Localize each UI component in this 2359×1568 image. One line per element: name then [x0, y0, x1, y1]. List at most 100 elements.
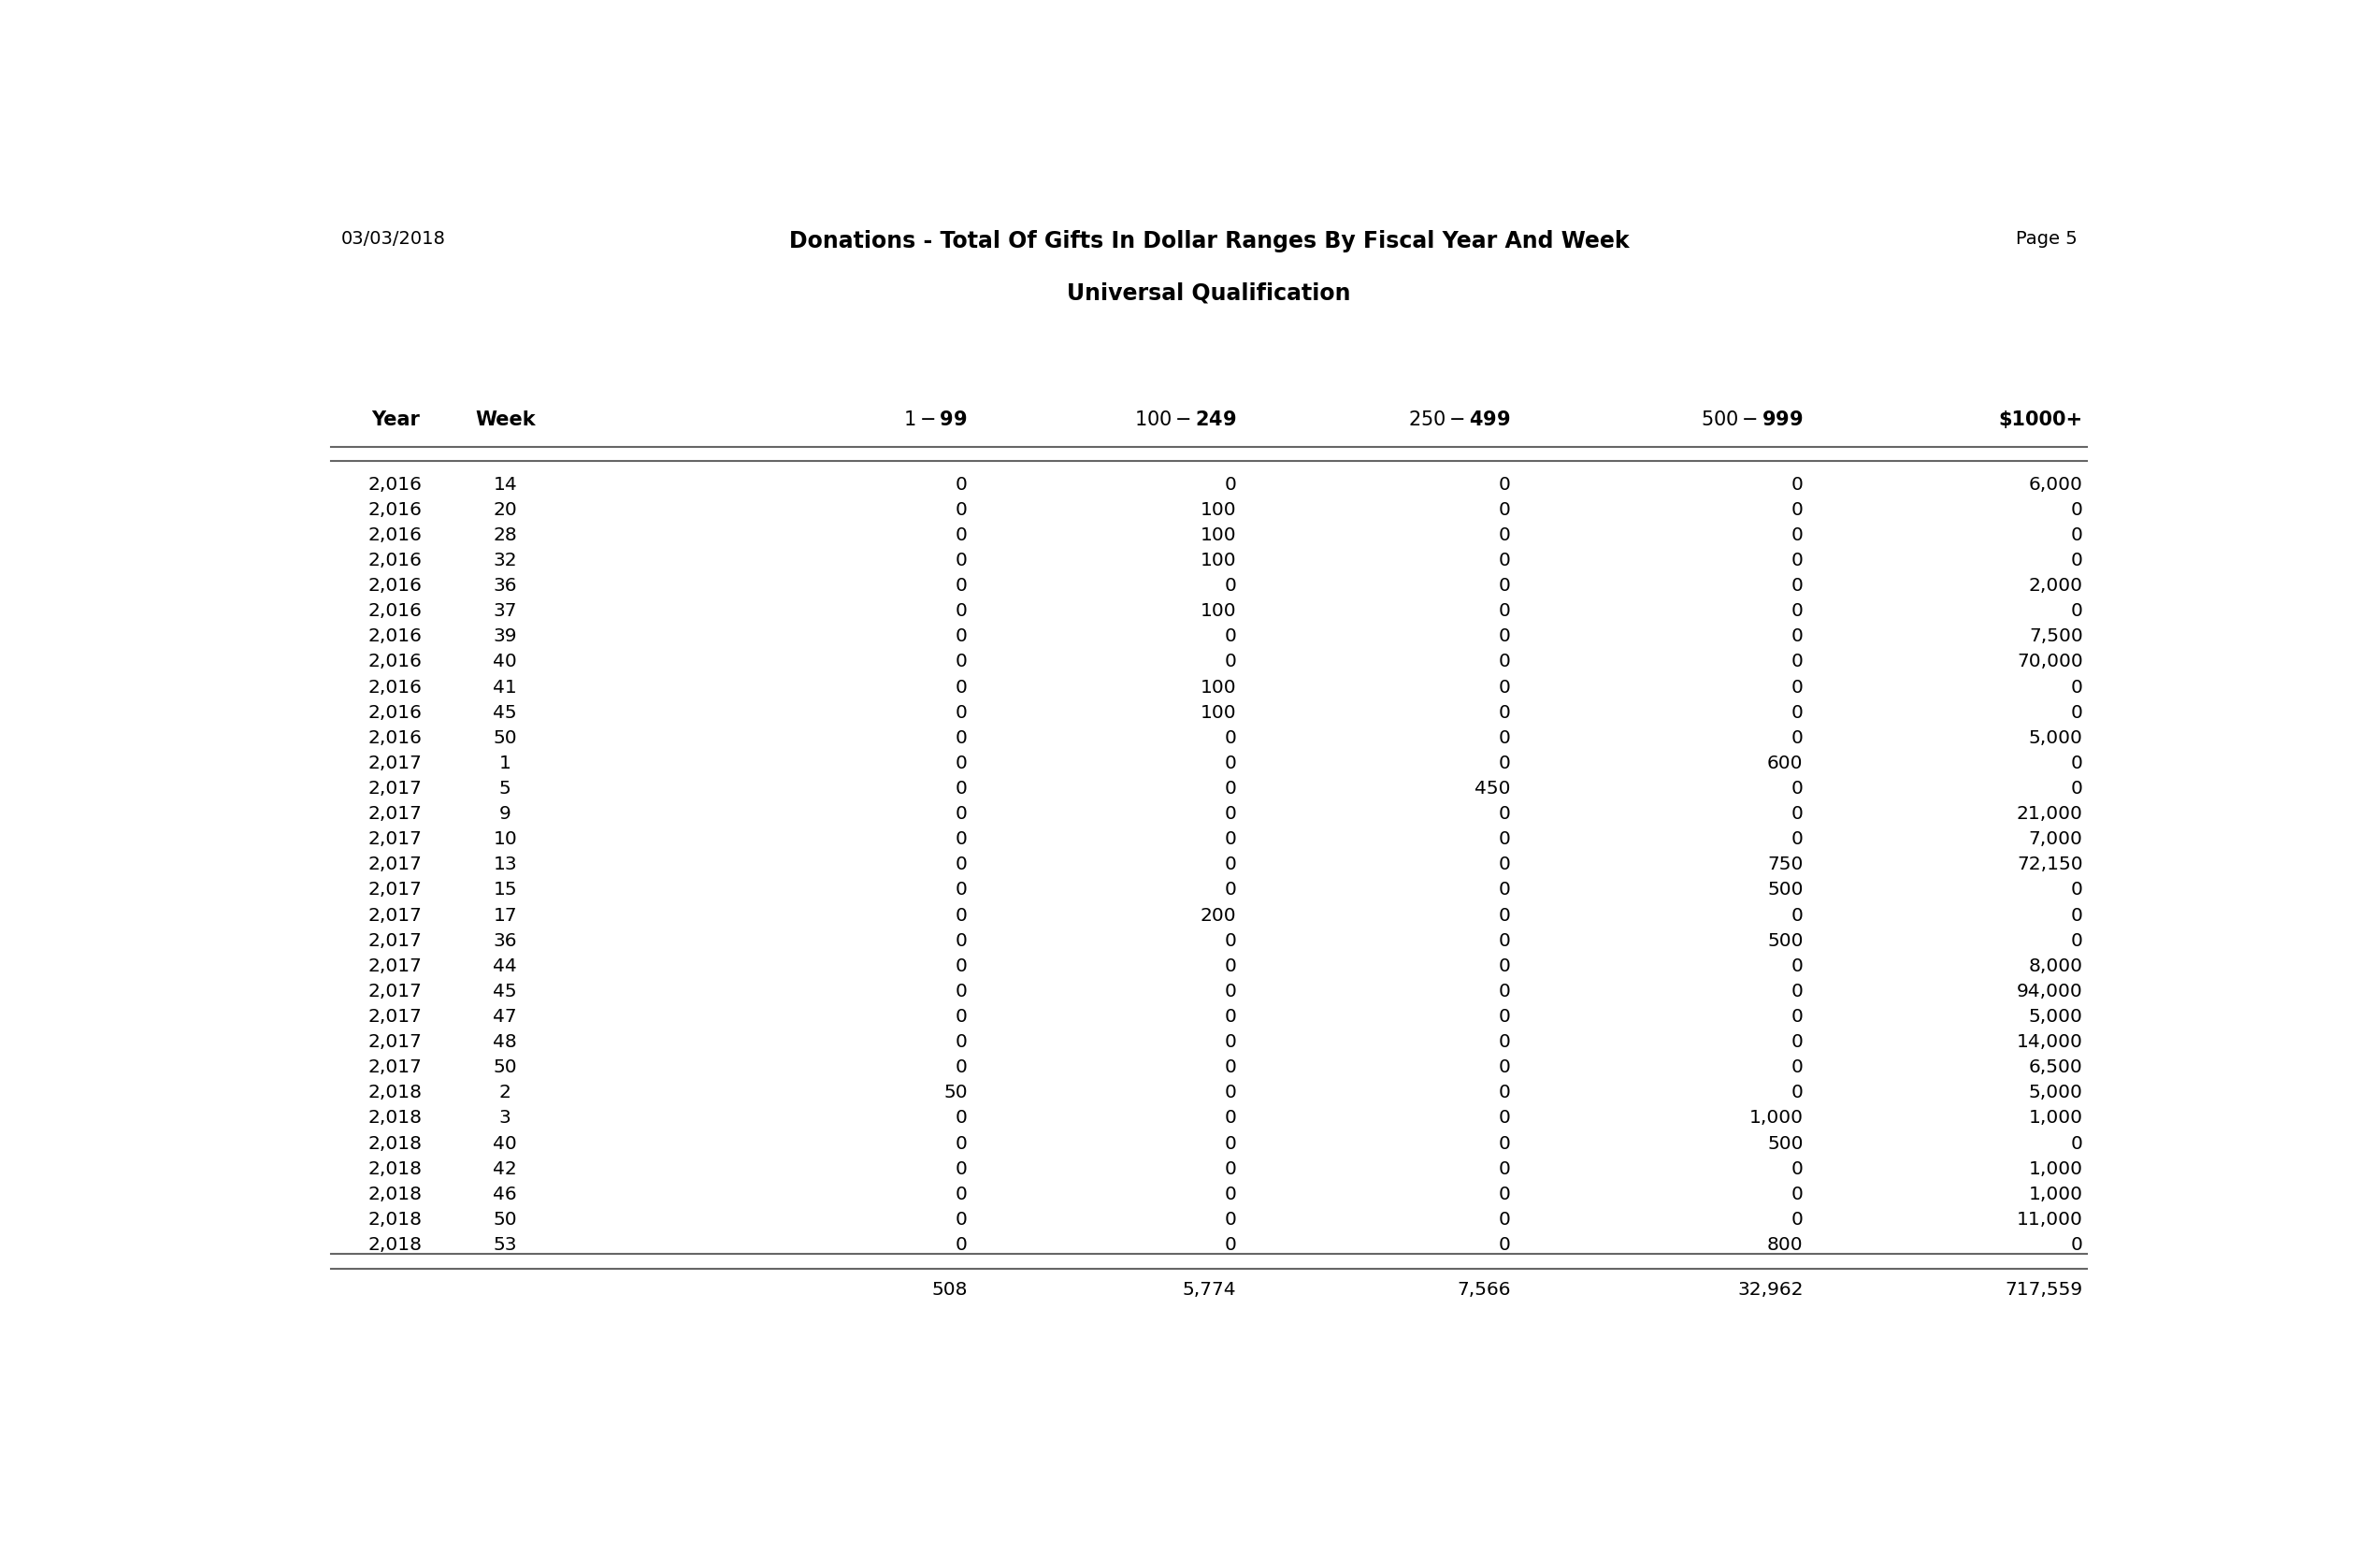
- Text: 0: 0: [1790, 1008, 1802, 1025]
- Text: 0: 0: [2071, 1236, 2083, 1254]
- Text: 2,016: 2,016: [368, 627, 422, 646]
- Text: 0: 0: [1498, 1185, 1510, 1203]
- Text: 717,559: 717,559: [2005, 1281, 2083, 1298]
- Text: 0: 0: [1224, 881, 1236, 898]
- Text: 0: 0: [1790, 1083, 1802, 1102]
- Text: 100: 100: [1201, 500, 1236, 519]
- Text: 0: 0: [1790, 1033, 1802, 1051]
- Text: 0: 0: [1498, 1210, 1510, 1229]
- Text: 0: 0: [955, 627, 967, 646]
- Text: 600: 600: [1767, 754, 1802, 771]
- Text: 2,016: 2,016: [368, 500, 422, 519]
- Text: 50: 50: [493, 729, 517, 746]
- Text: 0: 0: [1498, 602, 1510, 619]
- Text: 2,017: 2,017: [368, 804, 422, 823]
- Text: 2,016: 2,016: [368, 679, 422, 696]
- Text: 50: 50: [493, 1058, 517, 1076]
- Text: 0: 0: [1790, 831, 1802, 848]
- Text: Donations - Total Of Gifts In Dollar Ranges By Fiscal Year And Week: Donations - Total Of Gifts In Dollar Ran…: [788, 230, 1630, 252]
- Text: 45: 45: [493, 704, 517, 721]
- Text: 14: 14: [493, 475, 517, 494]
- Text: 0: 0: [955, 1210, 967, 1229]
- Text: 0: 0: [1498, 1110, 1510, 1127]
- Text: 100: 100: [1201, 602, 1236, 619]
- Text: 0: 0: [955, 679, 967, 696]
- Text: 0: 0: [1498, 754, 1510, 771]
- Text: 0: 0: [1498, 1160, 1510, 1178]
- Text: 6,500: 6,500: [2029, 1058, 2083, 1076]
- Text: 0: 0: [1790, 804, 1802, 823]
- Text: $1000+: $1000+: [1998, 411, 2083, 430]
- Text: 53: 53: [493, 1236, 517, 1254]
- Text: 0: 0: [2071, 754, 2083, 771]
- Text: 0: 0: [1224, 779, 1236, 798]
- Text: 0: 0: [955, 804, 967, 823]
- Text: Year: Year: [370, 411, 420, 430]
- Text: 0: 0: [1224, 1033, 1236, 1051]
- Text: 48: 48: [493, 1033, 517, 1051]
- Text: 0: 0: [1790, 527, 1802, 544]
- Text: 0: 0: [1790, 552, 1802, 569]
- Text: 0: 0: [1498, 475, 1510, 494]
- Text: 41: 41: [493, 679, 517, 696]
- Text: 0: 0: [1498, 527, 1510, 544]
- Text: 0: 0: [1790, 906, 1802, 924]
- Text: 1,000: 1,000: [2029, 1185, 2083, 1203]
- Text: 0: 0: [1498, 856, 1510, 873]
- Text: 0: 0: [1498, 704, 1510, 721]
- Text: 36: 36: [493, 931, 517, 950]
- Text: 2,016: 2,016: [368, 527, 422, 544]
- Text: 36: 36: [493, 577, 517, 594]
- Text: 800: 800: [1767, 1236, 1802, 1254]
- Text: 28: 28: [493, 527, 517, 544]
- Text: 0: 0: [955, 1008, 967, 1025]
- Text: 0: 0: [1498, 983, 1510, 1000]
- Text: $1 - $99: $1 - $99: [903, 411, 967, 430]
- Text: 500: 500: [1767, 931, 1802, 950]
- Text: 47: 47: [493, 1008, 517, 1025]
- Text: 450: 450: [1474, 779, 1510, 798]
- Text: 0: 0: [1790, 983, 1802, 1000]
- Text: 0: 0: [1224, 729, 1236, 746]
- Text: 0: 0: [1790, 652, 1802, 671]
- Text: 0: 0: [1790, 627, 1802, 646]
- Text: 0: 0: [1224, 856, 1236, 873]
- Text: 5: 5: [500, 779, 512, 798]
- Text: 2,016: 2,016: [368, 602, 422, 619]
- Text: 0: 0: [1498, 679, 1510, 696]
- Text: $100 - $249: $100 - $249: [1135, 411, 1236, 430]
- Text: 0: 0: [1224, 1135, 1236, 1152]
- Text: 2,016: 2,016: [368, 577, 422, 594]
- Text: 20: 20: [493, 500, 517, 519]
- Text: 0: 0: [1498, 729, 1510, 746]
- Text: 0: 0: [1498, 1058, 1510, 1076]
- Text: $500 - $999: $500 - $999: [1701, 411, 1802, 430]
- Text: 0: 0: [1224, 1210, 1236, 1229]
- Text: 2,016: 2,016: [368, 704, 422, 721]
- Text: 0: 0: [955, 602, 967, 619]
- Text: 2,017: 2,017: [368, 956, 422, 975]
- Text: 0: 0: [2071, 1135, 2083, 1152]
- Text: 0: 0: [1224, 1110, 1236, 1127]
- Text: 0: 0: [955, 475, 967, 494]
- Text: 7,500: 7,500: [2029, 627, 2083, 646]
- Text: 0: 0: [1224, 831, 1236, 848]
- Text: 500: 500: [1767, 881, 1802, 898]
- Text: 0: 0: [2071, 779, 2083, 798]
- Text: 0: 0: [1790, 1160, 1802, 1178]
- Text: 70,000: 70,000: [2017, 652, 2083, 671]
- Text: 2,018: 2,018: [368, 1135, 422, 1152]
- Text: 508: 508: [932, 1281, 967, 1298]
- Text: Week: Week: [474, 411, 535, 430]
- Text: 2,017: 2,017: [368, 754, 422, 771]
- Text: 1,000: 1,000: [2029, 1110, 2083, 1127]
- Text: 32,962: 32,962: [1736, 1281, 1802, 1298]
- Text: 40: 40: [493, 1135, 517, 1152]
- Text: 0: 0: [1224, 1185, 1236, 1203]
- Text: 2,016: 2,016: [368, 729, 422, 746]
- Text: 11,000: 11,000: [2017, 1210, 2083, 1229]
- Text: 0: 0: [955, 652, 967, 671]
- Text: 0: 0: [955, 856, 967, 873]
- Text: 2,018: 2,018: [368, 1185, 422, 1203]
- Text: 0: 0: [1498, 577, 1510, 594]
